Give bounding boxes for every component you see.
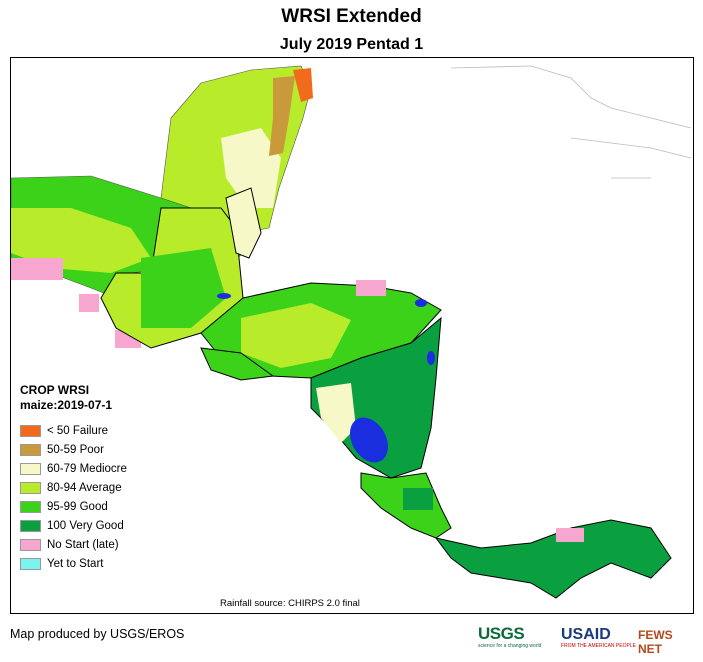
- lake: [217, 293, 231, 299]
- no-start-patch: [11, 258, 63, 280]
- map-credit: Map produced by USGS/EROS: [10, 627, 185, 641]
- no-start-patch: [356, 280, 386, 296]
- region-el-salvador: [200, 347, 275, 381]
- lake: [427, 351, 435, 365]
- legend-swatch: [20, 481, 41, 494]
- legend-label: 100 Very Good: [47, 519, 124, 532]
- legend-item: < 50 Failure: [20, 421, 190, 440]
- legend-item: 95-99 Good: [20, 497, 190, 516]
- legend-label: No Start (late): [47, 538, 119, 551]
- legend-item: 50-59 Poor: [20, 440, 190, 459]
- caribbean-islands: [450, 65, 692, 179]
- legend-label: 80-94 Average: [47, 481, 122, 494]
- legend-label: < 50 Failure: [47, 424, 109, 437]
- usaid-tagline: FROM THE AMERICAN PEOPLE: [561, 643, 636, 649]
- legend-item: No Start (late): [20, 535, 190, 554]
- region-belize: [225, 187, 262, 259]
- legend-subtitle: maize:2019-07-1: [20, 398, 113, 412]
- lake: [415, 299, 427, 307]
- legend-swatch: [20, 557, 41, 570]
- usgs-logo: USGS: [478, 624, 525, 643]
- legend-item: 60-79 Mediocre: [20, 459, 190, 478]
- legend-swatch: [20, 500, 41, 513]
- legend-label: Yet to Start: [47, 557, 104, 570]
- legend-label: 95-99 Good: [47, 500, 108, 513]
- region-quintana-roo-poor: [269, 76, 295, 156]
- fews-net-logo: FEWS NET: [638, 628, 673, 656]
- region-yucatan-mediocre: [221, 128, 281, 208]
- legend-swatch: [20, 424, 41, 437]
- legend-swatch: [20, 538, 41, 551]
- region-southern-mexico-average: [11, 208, 151, 273]
- lake-nicaragua: [350, 417, 388, 463]
- region-nicaragua-mediocre: [316, 383, 356, 443]
- usgs-tagline: science for a changing world: [478, 643, 542, 649]
- map-frame: [10, 57, 694, 614]
- legend-label: 60-79 Mediocre: [47, 462, 127, 475]
- map-subtitle: July 2019 Pentad 1: [279, 36, 424, 53]
- no-start-patch: [403, 488, 433, 510]
- legend-item: 100 Very Good: [20, 516, 190, 535]
- no-start-patch: [79, 294, 99, 312]
- legend-swatch: [20, 443, 41, 456]
- legend-title: CROP WRSI: [20, 383, 90, 397]
- region-honduras-average: [241, 303, 351, 368]
- legend-item: 80-94 Average: [20, 478, 190, 497]
- legend-item: Yet to Start: [20, 554, 190, 573]
- rainfall-source: Rainfall source: CHIRPS 2.0 final: [220, 598, 360, 609]
- no-start-patch: [556, 528, 584, 542]
- region-panama: [434, 519, 672, 599]
- usaid-logo: USAID: [561, 626, 611, 643]
- legend: CROP WRSI maize:2019-07-1 < 50 Failure 50…: [20, 383, 190, 573]
- legend-label: 50-59 Poor: [47, 443, 104, 456]
- legend-swatch: [20, 519, 41, 532]
- central-america-map: [11, 65, 692, 599]
- legend-swatch: [20, 462, 41, 475]
- map-title: WRSI Extended: [281, 6, 422, 27]
- region-guatemala-good: [141, 248, 226, 328]
- region-failure: [293, 68, 313, 102]
